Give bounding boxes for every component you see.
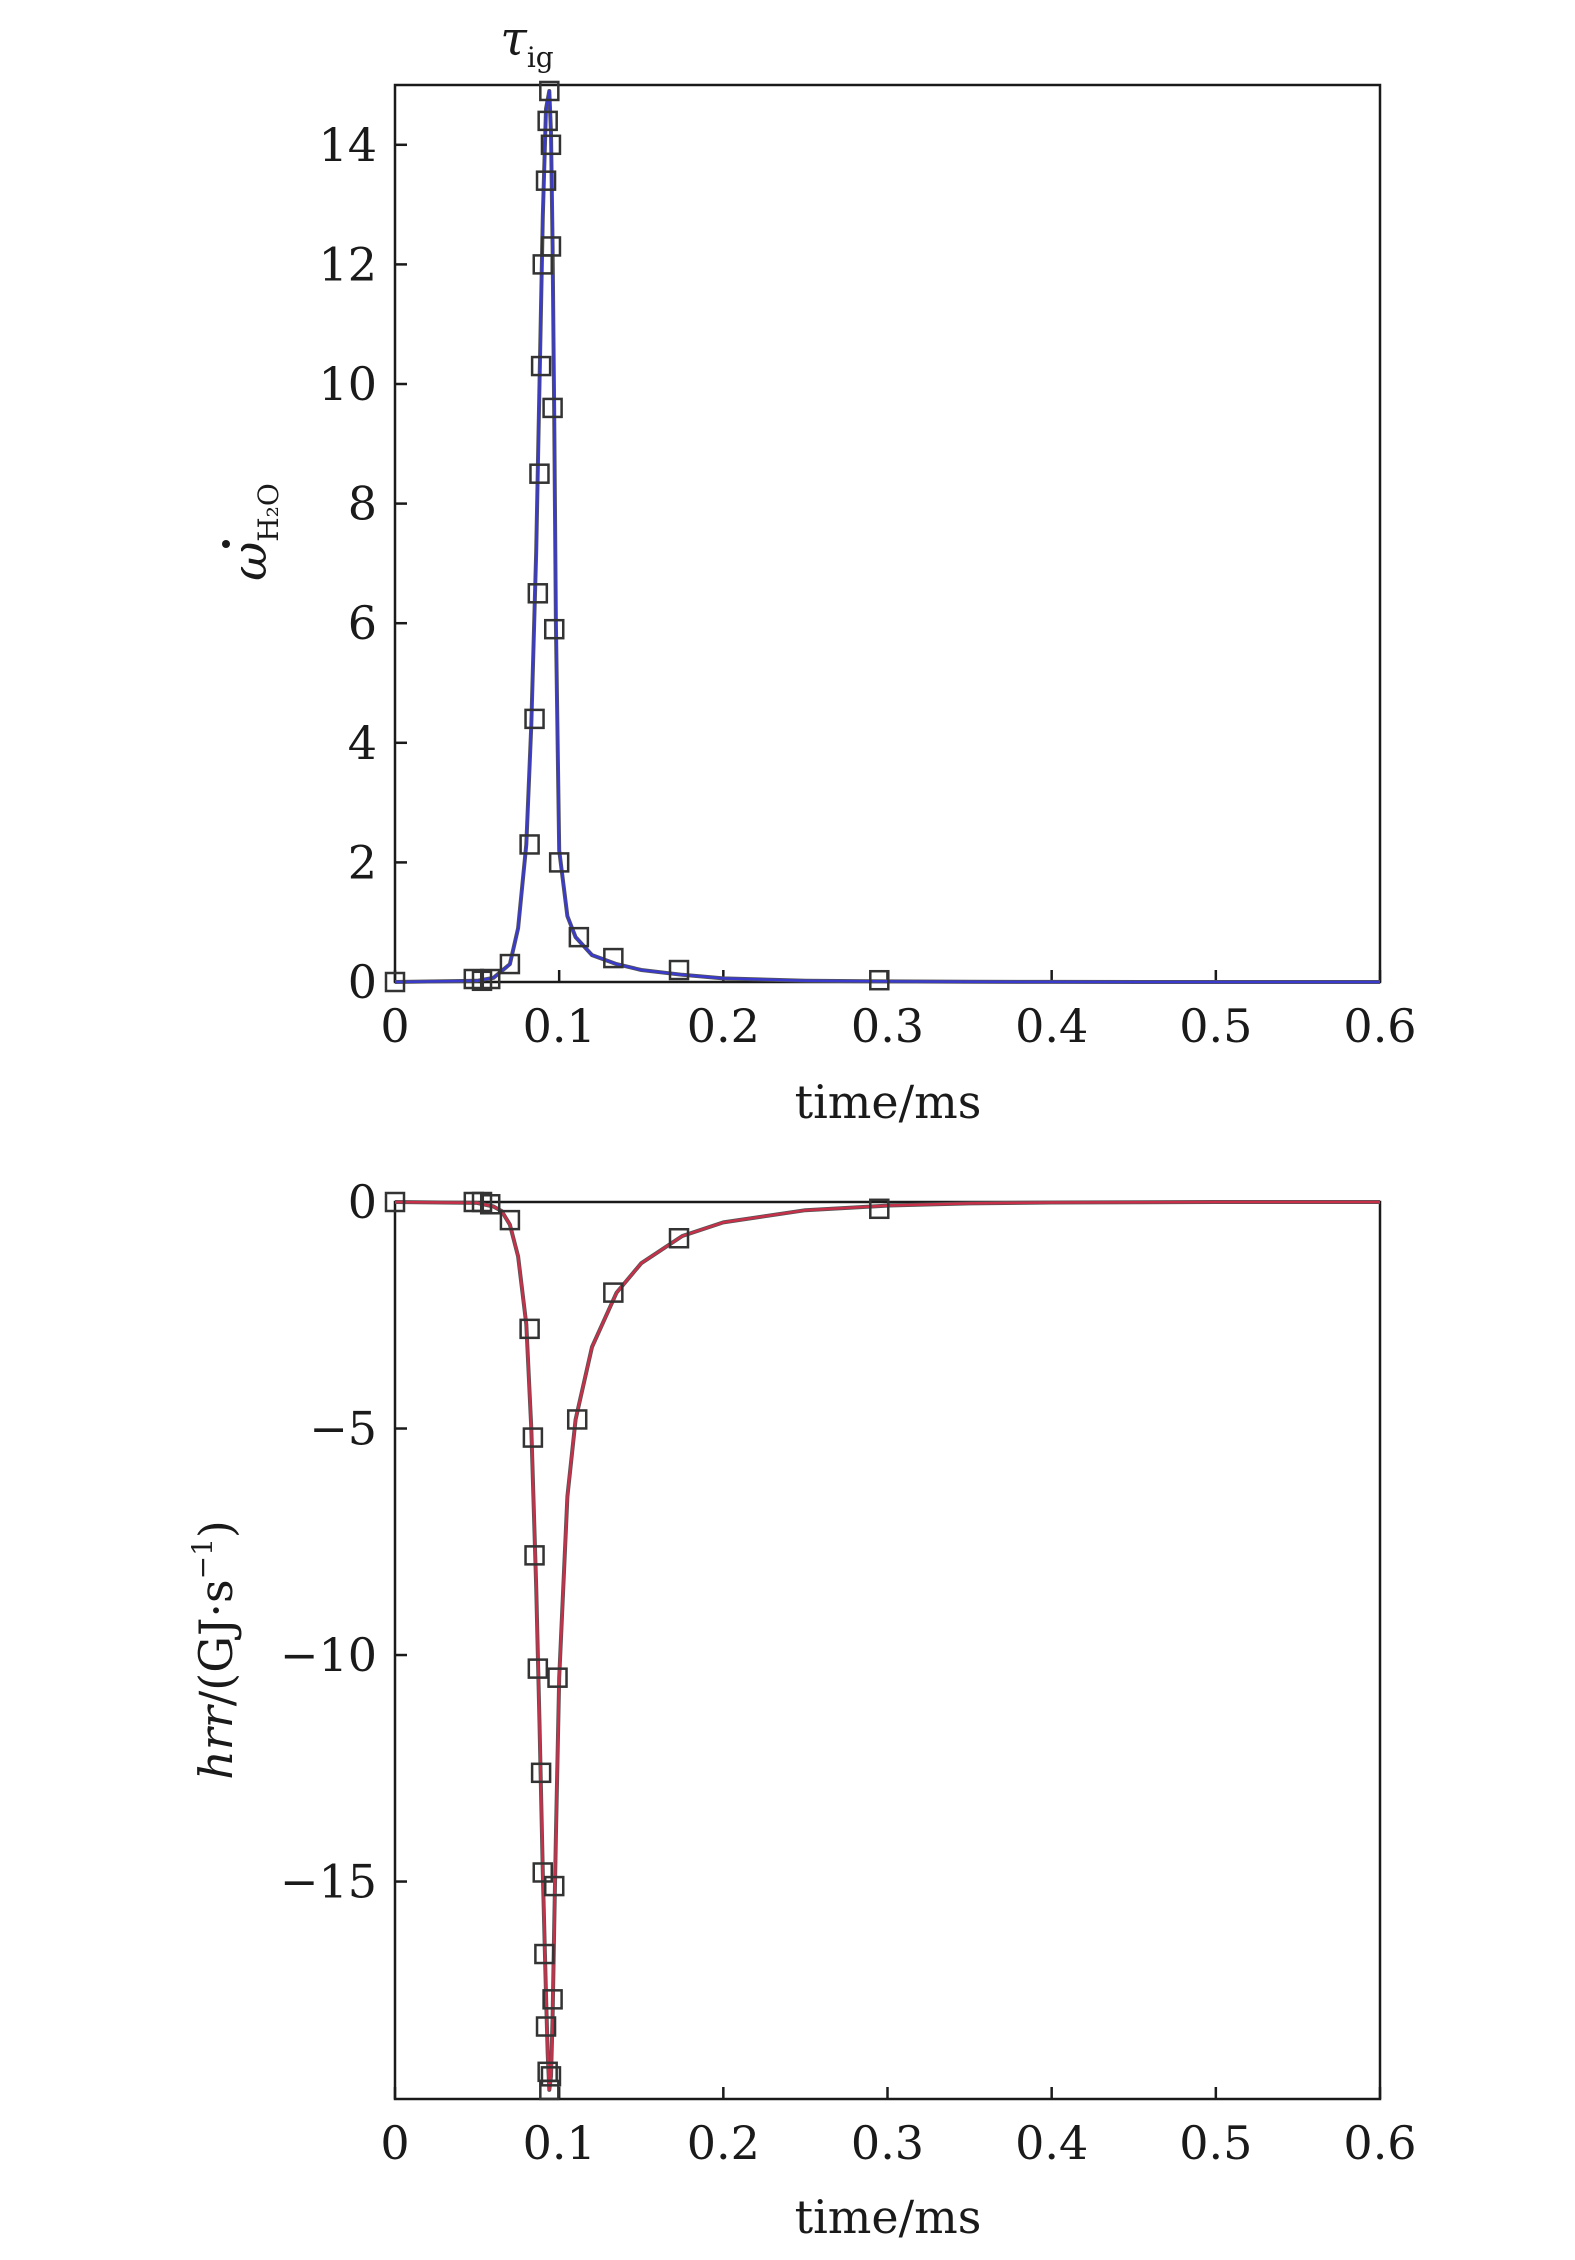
- bottom-y-ticks: 0 −5 −10 −15: [280, 1175, 407, 1909]
- bottom-data-marker: [540, 2066, 562, 2087]
- top-x-tick-label: 0.2: [687, 999, 760, 1053]
- top-data-marker: [540, 236, 562, 257]
- bottom-data-marker: [384, 1191, 406, 1213]
- bottom-x-tick-label: 0: [380, 2116, 409, 2170]
- top-data-marker: [530, 355, 552, 377]
- bottom-data-marker: [522, 1427, 544, 1448]
- top-data-marker: [479, 968, 501, 990]
- top-x-tick-label: 0: [380, 999, 409, 1053]
- bottom-x-tick-label: 0.4: [1015, 2116, 1088, 2170]
- top-data-marker: [535, 170, 557, 191]
- top-x-tick-label: 0.4: [1015, 999, 1088, 1053]
- bottom-data-marker: [527, 1658, 549, 1679]
- heat-release-rate-panel: 0 0.1 0.2 0.3 0.4 0.5 0.6 0 −5 −10 −15 time/ms hr…: [186, 1175, 1417, 2244]
- bottom-y-tick-label: 0: [348, 1175, 377, 1229]
- bottom-x-tick-label: 0.6: [1343, 2116, 1416, 2170]
- bottom-data-marker: [566, 1409, 588, 1430]
- bottom-data-marker: [530, 1762, 552, 1784]
- bottom-y-axis-exponent: −1: [186, 1538, 219, 1579]
- bottom-data-marker: [869, 1198, 890, 1220]
- bottom-data-marker: [603, 1282, 624, 1303]
- bottom-data-marker: [547, 1667, 568, 1688]
- ignition-subscript: ig: [527, 41, 554, 74]
- bottom-y-axis-title: hrr/(GJ·s−1): [186, 1520, 243, 1780]
- top-data-marker: [548, 852, 570, 873]
- top-data-marker: [529, 463, 550, 484]
- svg-text:ωH₂O: ωH₂O: [222, 483, 285, 581]
- top-y-tick-label: 12: [318, 237, 377, 291]
- top-markers-group: [384, 80, 890, 993]
- bottom-data-marker: [519, 1318, 540, 1340]
- bottom-reference-line: [394, 1200, 1380, 2092]
- top-data-marker: [568, 926, 590, 948]
- bottom-data-marker: [479, 1194, 501, 1215]
- bottom-data-marker: [668, 1227, 690, 1249]
- top-x-ticks: 0 0.1 0.2 0.3 0.4 0.5 0.6: [380, 970, 1417, 1053]
- svg-text:hrr/(GJ·s−1): hrr/(GJ·s−1): [186, 1520, 243, 1780]
- bottom-y-tick-label: −15: [280, 1855, 377, 1909]
- top-y-axis-title: ωH₂O: [222, 483, 285, 581]
- top-data-marker: [527, 583, 549, 604]
- bottom-data-marker: [499, 1209, 521, 1231]
- bottom-series-group: [394, 1200, 1380, 2092]
- top-x-tick-label: 0.6: [1343, 999, 1416, 1053]
- bottom-data-marker: [542, 1989, 563, 2010]
- dot-accent: [222, 540, 230, 548]
- ignition-delay-annotation: τig: [500, 11, 554, 74]
- top-data-marker: [539, 80, 560, 102]
- bottom-series-line: [394, 1200, 1380, 2092]
- top-data-marker: [524, 708, 545, 730]
- bottom-data-marker: [532, 1862, 553, 1883]
- bottom-y-tick-label: −5: [309, 1402, 377, 1456]
- top-x-axis-title: time/ms: [795, 1075, 982, 1129]
- top-y-tick-label: 4: [348, 716, 377, 770]
- bottom-x-ticks: 0 0.1 0.2 0.3 0.4 0.5 0.6: [380, 2087, 1417, 2170]
- top-x-tick-label: 0.3: [851, 999, 924, 1053]
- top-data-marker: [499, 953, 521, 975]
- top-series-group: [394, 89, 1380, 984]
- top-data-marker: [384, 971, 406, 993]
- top-y-tick-label: 6: [348, 596, 377, 650]
- top-data-marker: [668, 959, 690, 981]
- top-y-axis-symbol: ω: [222, 542, 278, 581]
- top-data-marker: [540, 134, 562, 156]
- top-y-ticks: 0 2 4 6 8 10 12 14: [318, 118, 407, 1009]
- bottom-y-tick-label: −10: [280, 1628, 377, 1682]
- bottom-y-axis-close: ): [189, 1520, 243, 1538]
- top-data-marker: [543, 618, 565, 640]
- top-data-marker: [542, 397, 563, 419]
- bottom-y-axis-symbol: hrr: [189, 1703, 243, 1780]
- top-y-axis-subscript: H₂O: [252, 483, 285, 542]
- bottom-x-tick-label: 0.5: [1179, 2116, 1252, 2170]
- top-y-tick-label: 14: [318, 118, 377, 172]
- top-y-tick-label: 2: [348, 835, 377, 889]
- bottom-data-marker: [535, 2016, 557, 2037]
- top-y-tick-label: 8: [348, 477, 377, 531]
- bottom-x-axis-title: time/ms: [795, 2190, 982, 2244]
- top-series-line: [394, 89, 1380, 984]
- bottom-x-tick-label: 0.1: [523, 2116, 596, 2170]
- bottom-data-marker: [534, 1943, 555, 1965]
- top-data-marker: [603, 947, 624, 969]
- top-data-marker: [519, 834, 540, 855]
- ignition-symbol: τ: [500, 11, 528, 67]
- bottom-data-marker: [543, 1875, 565, 1897]
- top-y-tick-label: 10: [318, 357, 377, 411]
- top-x-tick-label: 0.5: [1179, 999, 1252, 1053]
- bottom-markers-group: [384, 1191, 890, 2101]
- bottom-data-marker: [539, 2079, 560, 2101]
- bottom-data-marker: [524, 1545, 545, 1566]
- bottom-x-tick-label: 0.3: [851, 2116, 924, 2170]
- top-data-marker: [869, 969, 890, 991]
- top-y-tick-label: 0: [348, 955, 377, 1009]
- bottom-plot-frame: [393, 1200, 1382, 2101]
- top-data-marker: [537, 110, 558, 132]
- bottom-x-tick-label: 0.2: [687, 2116, 760, 2170]
- bottom-y-axis-unit: /(GJ·s: [189, 1579, 243, 1706]
- top-x-tick-label: 0.1: [523, 999, 596, 1053]
